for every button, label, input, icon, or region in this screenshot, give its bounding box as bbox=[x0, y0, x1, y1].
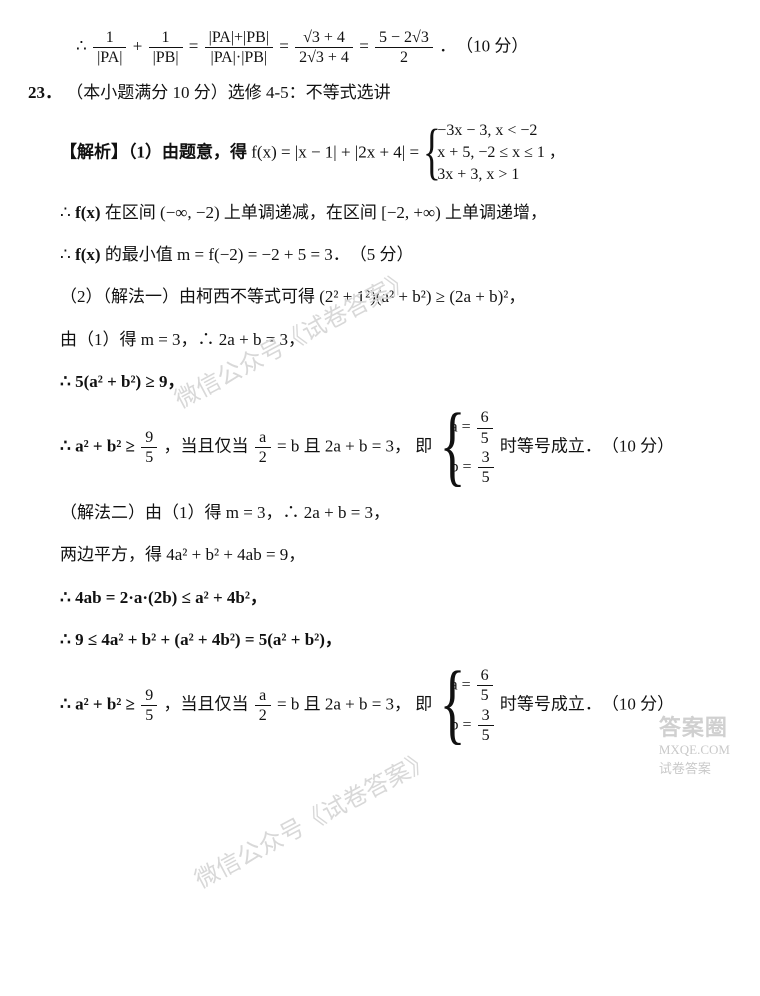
frac-result: 5 − 2√3 2 bbox=[375, 28, 433, 67]
brace-icon: { bbox=[423, 121, 441, 183]
piecewise-row-3: 3x + 3, x > 1 bbox=[437, 164, 565, 186]
method2-result: ∴ a² + b² ≥ 9 5 ，当且仅当 a 2 = b 且 2a + b =… bbox=[60, 666, 732, 745]
piecewise-row-1: −3x − 3, x < −2 bbox=[437, 120, 565, 142]
piecewise-row-2: x + 5, −2 ≤ x ≤ 1 ， bbox=[437, 142, 565, 164]
ab-brace-2: { a = 6 5 b = 3 5 bbox=[437, 666, 496, 745]
sol-head: 【解析】（1）由题意，得 bbox=[60, 142, 251, 161]
eq-pa-pb: ∴ 1 |PA| + 1 |PB| = |PA|+|PB| |PA|·|PB| … bbox=[76, 28, 732, 67]
frac-9-5-b: 9 5 bbox=[141, 686, 157, 725]
frac-1-pa: 1 |PA| bbox=[93, 28, 126, 67]
brace-icon: { bbox=[439, 659, 465, 749]
solution-1: 【解析】（1）由题意，得 f(x) = |x − 1| + |2x + 4| =… bbox=[60, 120, 732, 187]
monotone-line-2: ∴ f(x) 的最小值 m = f(−2) = −2 + 5 = 3． （5 分… bbox=[60, 239, 732, 271]
method2-l3: ∴ 4ab = 2·a·(2b) ≤ a² + 4b²， bbox=[60, 582, 732, 614]
method1-l3: ∴ 5(a² + b²) ≥ 9， bbox=[60, 366, 732, 398]
frac-9-5-a: 9 5 bbox=[141, 428, 157, 467]
frac-a-2-b: a 2 bbox=[255, 686, 271, 725]
footer-big: 答案圈 bbox=[659, 710, 730, 742]
frac-sqrt-1: √3 + 4 2√3 + 4 bbox=[295, 28, 353, 67]
method2-l1: （解法二）由（1）得 m = 3，∴ 2a + b = 3， bbox=[60, 497, 732, 529]
therefore-sym: ∴ bbox=[76, 37, 87, 56]
footer-logo: 答案圈 MXQE.COM 试卷答案 bbox=[659, 710, 730, 777]
frac-a-2-a: a 2 bbox=[255, 428, 271, 467]
q23-text: （本小题满分 10 分）选修 4-5：不等式选讲 bbox=[66, 83, 390, 102]
method1-result: ∴ a² + b² ≥ 9 5 ，当且仅当 a 2 = b 且 2a + b =… bbox=[60, 408, 732, 487]
fx-def: f(x) = |x − 1| + |2x + 4| = bbox=[251, 142, 423, 161]
watermark-2: 微信公众号《试卷答案》 bbox=[187, 740, 437, 895]
method1-l2: 由（1）得 m = 3，∴ 2a + b = 3， bbox=[60, 324, 732, 356]
score-10-m1: 时等号成立． （10 分） bbox=[500, 437, 674, 456]
frac-sum-prod: |PA|+|PB| |PA|·|PB| bbox=[205, 28, 273, 67]
ab-brace-1: { a = 6 5 b = 3 5 bbox=[437, 408, 496, 487]
q23-number: 23． bbox=[28, 83, 62, 102]
footer-small1: MXQE.COM bbox=[659, 742, 730, 758]
method2-l2: 两边平方，得 4a² + b² + 4ab = 9， bbox=[60, 539, 732, 571]
method2-l4: ∴ 9 ≤ 4a² + b² + (a² + 4b²) = 5(a² + b²)… bbox=[60, 624, 732, 656]
score-10: ． （10 分） bbox=[439, 37, 528, 56]
brace-icon: { bbox=[439, 401, 465, 491]
piecewise-brace: { −3x − 3, x < −2 x + 5, −2 ≤ x ≤ 1 ， 3x… bbox=[423, 120, 565, 187]
monotone-line-1: ∴ f(x) 在区间 (−∞, −2) 上单调递减，在区间 [−2, +∞) 上… bbox=[60, 197, 732, 229]
question-23-header: 23． （本小题满分 10 分）选修 4-5：不等式选讲 bbox=[28, 77, 732, 109]
method1-l1: （2）（解法一）由柯西不等式可得 (2² + 1²)(a² + b²) ≥ (2… bbox=[60, 281, 732, 313]
footer-small2: 试卷答案 bbox=[659, 758, 730, 777]
score-10-m2: 时等号成立． （10 分） bbox=[500, 695, 674, 714]
frac-1-pb: 1 |PB| bbox=[149, 28, 183, 67]
